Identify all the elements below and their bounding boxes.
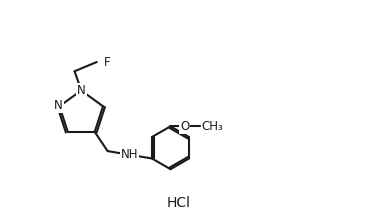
Text: F: F bbox=[103, 56, 110, 68]
Text: N: N bbox=[77, 84, 86, 97]
Text: O: O bbox=[180, 120, 189, 133]
Text: HCl: HCl bbox=[167, 196, 191, 210]
Text: NH: NH bbox=[121, 148, 138, 161]
Text: N: N bbox=[54, 99, 63, 112]
Text: CH₃: CH₃ bbox=[201, 120, 223, 133]
